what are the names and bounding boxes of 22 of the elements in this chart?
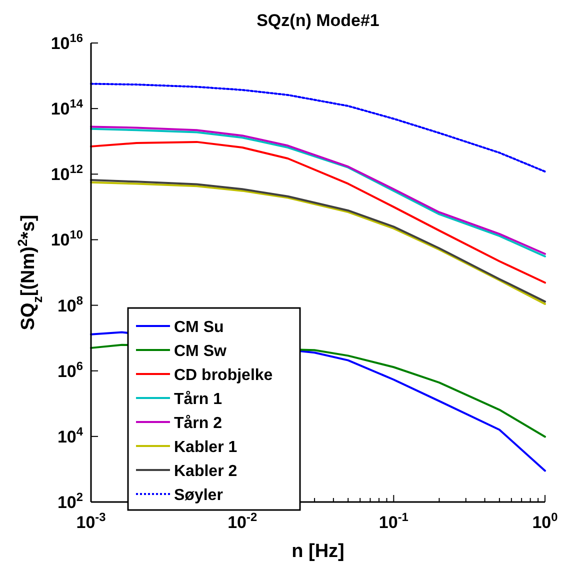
legend-label: CM Sw [174,343,227,360]
x-tick-label: 10$^{-3}$ [76,510,106,532]
y-tick-label: 10$^{2}$ [57,490,84,512]
y-tick-label: 10$^{6}$ [57,358,84,381]
legend-label: CD brobjelke [174,367,273,384]
y-tick-label: 10$^{12}$ [50,162,84,184]
x-axis-title: n [Hz] [292,541,344,562]
legend-label: Tårn 2 [174,414,222,432]
x-tick-label: 10$^{-2}$ [228,510,258,532]
legend-label: CM Su [174,319,224,336]
y-tick-label: 10$^{14}$ [50,96,84,119]
legend-label: Kabler 2 [174,463,238,480]
chart-title: SQz(n) Mode#1 [256,11,380,30]
legend-label: Søyler [174,487,223,504]
y-tick-label: 10$^{4}$ [57,424,84,446]
x-tick-label: 10$^{-1}$ [378,510,409,532]
legend-label: Kabler 1 [174,439,238,456]
legend-label: Tårn 1 [174,390,222,408]
y-tick-label: 10$^{16}$ [50,31,84,53]
y-tick-label: 10$^{8}$ [57,293,84,316]
y-tick-label: 10$^{10}$ [50,228,84,250]
x-tick-label: 10$^{0}$ [532,510,558,532]
